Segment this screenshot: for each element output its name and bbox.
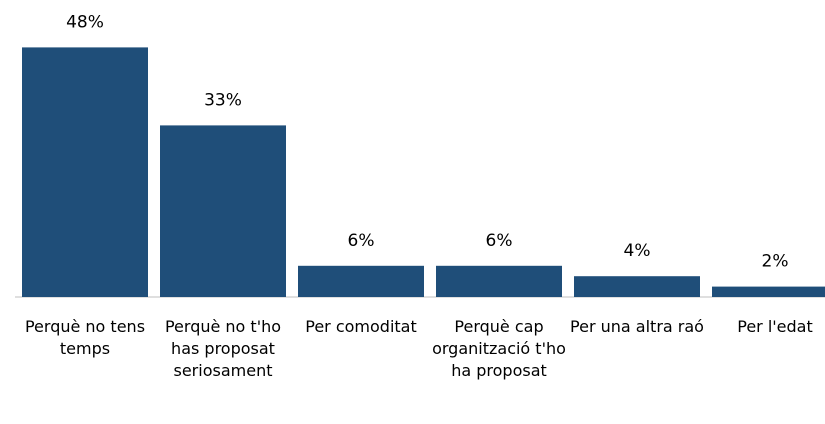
value-label: 6% bbox=[486, 231, 513, 251]
bar bbox=[160, 125, 286, 298]
value-label: 6% bbox=[348, 231, 375, 251]
value-label: 33% bbox=[204, 90, 242, 110]
bar bbox=[574, 276, 700, 297]
category-label: Per comoditat bbox=[305, 317, 417, 336]
category-label: Per una altra raó bbox=[570, 317, 704, 336]
bar bbox=[712, 286, 825, 297]
value-label: 2% bbox=[762, 252, 789, 272]
bar bbox=[298, 265, 424, 297]
category-label: Per l'edat bbox=[737, 317, 813, 336]
category-label: Perquè no tens temps bbox=[24, 317, 146, 358]
category-label: Perquè no t'ho has proposat seriosament bbox=[164, 317, 282, 380]
bar bbox=[436, 265, 562, 297]
category-label: Perquè cap organització t'ho ha proposat bbox=[432, 317, 566, 380]
value-label: 48% bbox=[66, 12, 104, 32]
value-label: 4% bbox=[624, 241, 651, 261]
bar bbox=[22, 47, 148, 298]
